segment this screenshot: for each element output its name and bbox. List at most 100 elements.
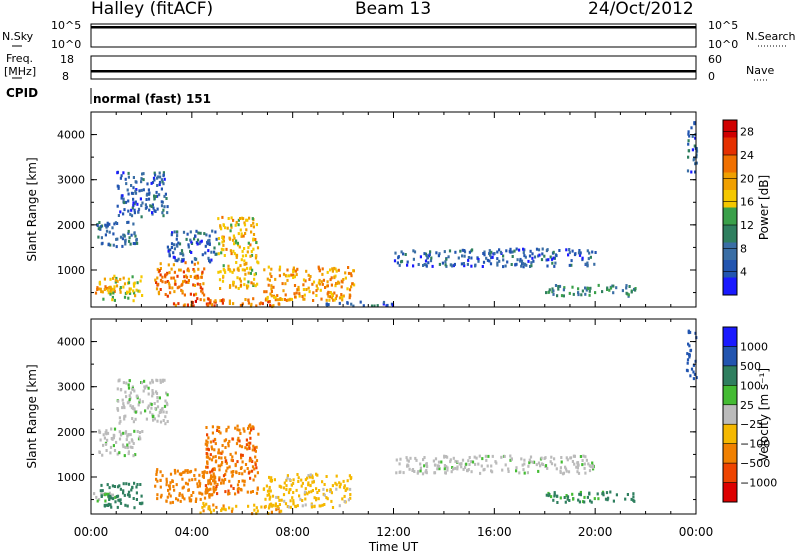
data-cell (243, 262, 246, 266)
data-cell (123, 454, 126, 458)
data-cell (152, 176, 156, 180)
data-cell (245, 443, 248, 447)
data-cell (129, 445, 132, 449)
data-cell (463, 264, 466, 268)
data-cell (481, 265, 484, 268)
data-cell (201, 270, 204, 274)
data-cell (228, 479, 231, 483)
data-cell (565, 456, 568, 460)
data-cell (246, 490, 249, 494)
colorbar-tick-label: 100 (740, 379, 761, 392)
data-cell (326, 292, 329, 296)
x-axis-label: Time UT (368, 540, 419, 554)
data-cell (166, 211, 169, 215)
data-cell (522, 468, 525, 472)
colorbar-swatch (723, 404, 737, 425)
colorbar-swatch (723, 242, 737, 261)
data-cell (557, 287, 560, 291)
data-cell (121, 443, 125, 447)
data-cell (134, 294, 137, 298)
data-cell (206, 447, 209, 451)
data-cell (304, 279, 307, 283)
data-cell (228, 465, 231, 469)
data-cell (309, 473, 312, 477)
data-cell (109, 445, 113, 449)
data-cell (229, 452, 232, 456)
data-cell (204, 244, 207, 248)
data-cell (572, 497, 575, 501)
data-cell (227, 444, 230, 448)
data-cell (187, 488, 190, 492)
data-cell (164, 273, 167, 277)
data-cell (327, 294, 330, 298)
freq-panel (90, 55, 697, 80)
data-cell (124, 238, 127, 242)
colorbar-swatch (723, 327, 737, 347)
data-cell (207, 239, 210, 243)
data-cell (180, 288, 183, 292)
data-cell (527, 259, 530, 263)
data-cell (496, 250, 499, 254)
data-cell (546, 248, 549, 252)
data-cell (406, 458, 409, 462)
data-cell (329, 489, 332, 493)
data-cell (504, 463, 507, 467)
data-cell (564, 465, 567, 469)
data-cell (560, 294, 564, 298)
data-cell (308, 290, 311, 294)
data-cell (687, 331, 690, 335)
data-cell (139, 197, 142, 201)
colorbar-tick-label: −1000 (740, 477, 777, 490)
data-cell (577, 291, 580, 295)
data-cell (246, 467, 249, 470)
data-cell (582, 454, 585, 458)
data-cell (133, 481, 136, 485)
data-cell (338, 485, 341, 488)
data-cell (254, 463, 257, 467)
data-cell (287, 505, 290, 509)
data-cell (164, 192, 167, 196)
data-cell (382, 300, 386, 304)
data-cell (218, 468, 221, 472)
data-cell (113, 298, 116, 302)
data-cell (212, 472, 215, 476)
colorbar-frame (722, 326, 738, 503)
data-cell (424, 470, 427, 474)
data-cell (569, 456, 573, 460)
data-cell (241, 453, 244, 457)
data-cell (210, 493, 213, 497)
data-cell (597, 497, 600, 501)
data-cell (249, 271, 252, 275)
data-cell (268, 488, 271, 491)
data-cell (151, 380, 154, 384)
data-cell (175, 237, 178, 241)
y-tick-label: 3000 (57, 381, 85, 394)
data-cell (563, 286, 566, 290)
data-cell (197, 231, 200, 235)
data-cell (127, 281, 131, 285)
data-cell (250, 224, 253, 228)
data-cell (171, 286, 174, 290)
data-cell (409, 456, 412, 460)
data-cell (325, 302, 328, 306)
data-cell (131, 417, 134, 420)
data-cell (240, 216, 243, 220)
data-cell (224, 472, 227, 476)
colorbar-label: Velocity [m s⁻¹] (757, 368, 771, 461)
data-cell (246, 286, 249, 290)
data-cell (153, 209, 156, 213)
data-cell (565, 248, 568, 252)
date-title: 24/Oct/2012 (588, 0, 694, 19)
data-cell (508, 249, 511, 253)
data-cell (490, 464, 493, 468)
data-cell (152, 414, 155, 418)
data-cell (163, 194, 166, 198)
data-cell (101, 489, 104, 493)
data-cell (165, 410, 168, 414)
data-cell (465, 462, 468, 466)
data-cell (116, 485, 120, 489)
data-cell (182, 280, 185, 284)
data-cell (100, 494, 103, 498)
data-cell (362, 304, 365, 308)
